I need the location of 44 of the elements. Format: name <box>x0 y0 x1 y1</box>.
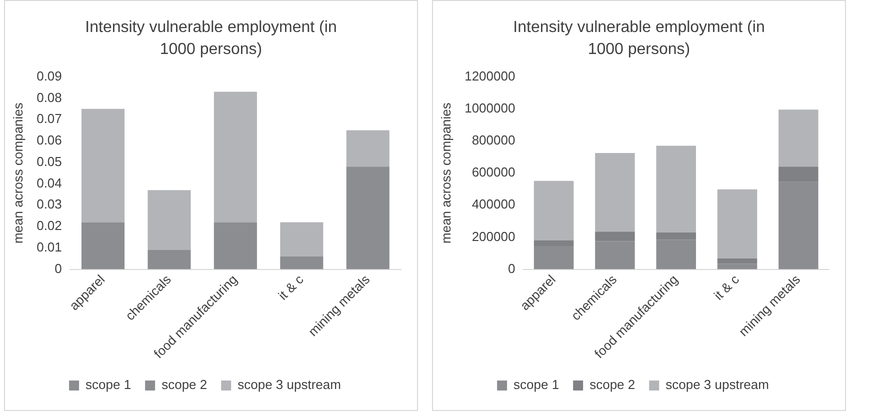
bar <box>214 222 257 270</box>
bar <box>346 166 390 270</box>
y-tick-label: 0.06 <box>36 132 62 148</box>
y-axis-title: mean across companies <box>438 102 454 244</box>
y-tick-label: 0.07 <box>36 111 62 126</box>
y-tick-label: 0.02 <box>36 218 62 234</box>
y-tick-label: 400000 <box>472 196 516 212</box>
legend-label: scope 3 upstream <box>238 377 341 392</box>
legend-label: scope 1 <box>86 377 132 392</box>
y-tick-label: 1200000 <box>464 68 516 84</box>
y-tick-label: 0.01 <box>36 239 62 254</box>
y-tick-label: 0.04 <box>36 175 62 190</box>
x-tick-label: it & c <box>710 271 742 303</box>
x-tick-label: it & c <box>275 271 307 303</box>
y-tick-label: 600000 <box>472 164 516 180</box>
legend-label: scope 3 upstream <box>666 377 769 392</box>
y-tick-label: 0 <box>508 260 516 276</box>
bar <box>280 222 324 256</box>
y-tick-label: 0 <box>54 260 62 276</box>
bar <box>778 110 818 167</box>
legend-label: scope 1 <box>514 377 560 392</box>
legend-label: scope 2 <box>162 377 208 392</box>
bar <box>534 180 574 240</box>
y-tick-label: 200000 <box>472 228 516 244</box>
bar <box>346 130 390 167</box>
y-tick-label: 0.03 <box>36 196 62 212</box>
bar <box>214 92 257 222</box>
legend-label: scope 2 <box>590 377 636 392</box>
chart-title: Intensity vulnerable employment (in 1000 persons) <box>84 18 338 60</box>
y-tick-label: 800000 <box>472 132 516 148</box>
bar <box>81 222 125 270</box>
bar <box>148 190 191 250</box>
y-tick-label: 1000000 <box>464 100 516 116</box>
bar <box>717 189 758 258</box>
bar <box>148 250 191 270</box>
y-axis-title: mean across companies <box>10 102 26 244</box>
bar <box>595 152 635 232</box>
bar <box>81 108 125 222</box>
bar <box>656 146 696 232</box>
chart-title: Intensity vulnerable employment (in 1000 persons) <box>512 18 766 60</box>
bar <box>280 256 324 270</box>
y-tick-label: 0.08 <box>36 90 62 105</box>
y-tick-label: 0.05 <box>36 154 62 169</box>
y-tick-label: 0.09 <box>36 68 62 84</box>
